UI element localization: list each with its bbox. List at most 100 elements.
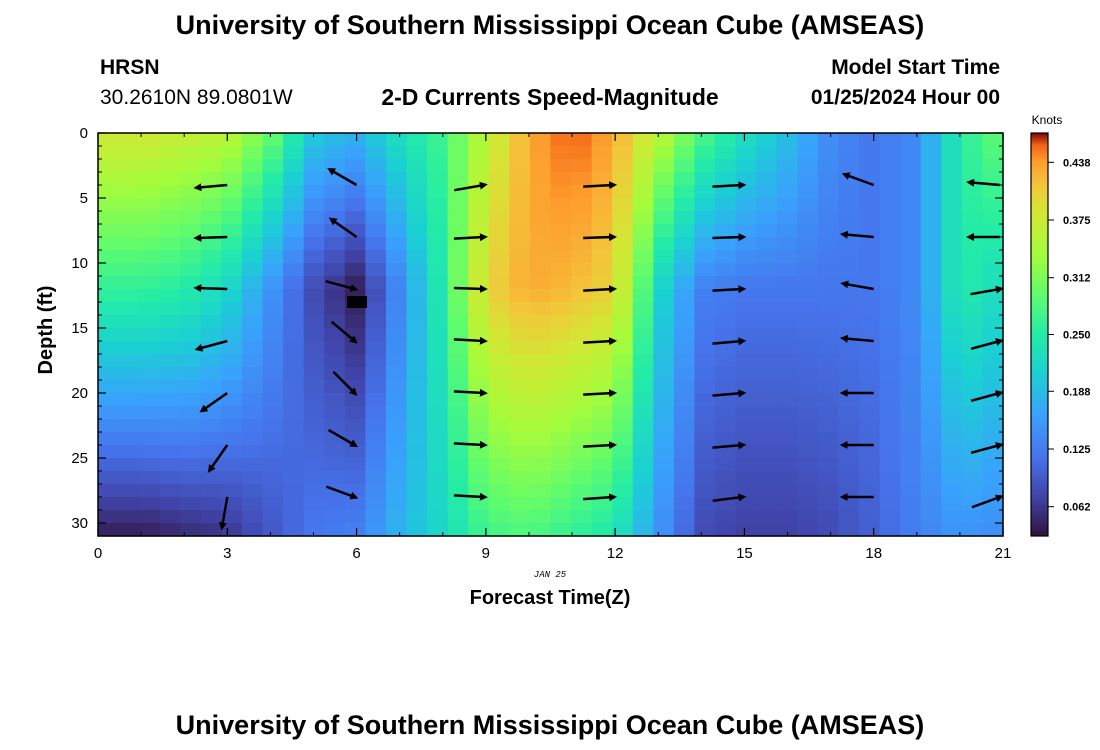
heatmap-cell — [283, 445, 305, 459]
heatmap-cell — [529, 315, 552, 329]
heatmap-cell — [468, 237, 490, 251]
heatmap-cell — [817, 250, 840, 264]
heatmap-cell — [200, 354, 223, 368]
heatmap-cell — [797, 224, 819, 238]
heatmap-cell — [879, 406, 901, 420]
heatmap-cell — [159, 380, 181, 394]
heatmap-cell — [756, 367, 778, 381]
heatmap-cell — [550, 484, 572, 498]
heatmap-cell — [385, 523, 408, 537]
heatmap-cell — [385, 445, 408, 459]
heatmap-cell — [488, 289, 510, 303]
current-vector-arrow — [583, 181, 618, 190]
heatmap-cell — [221, 419, 243, 433]
heatmap-cell — [324, 341, 346, 355]
heatmap-cell — [715, 172, 737, 186]
heatmap-cell — [385, 380, 408, 394]
heatmap-cell — [200, 523, 223, 537]
heatmap-cell — [673, 315, 696, 329]
heatmap-cell — [982, 458, 1004, 472]
heatmap-cell — [262, 211, 284, 225]
heatmap-cell — [653, 172, 675, 186]
heatmap-cell — [571, 497, 593, 511]
current-vector-arrow — [841, 172, 875, 187]
heatmap-cell — [961, 146, 984, 160]
heatmap-cell — [571, 432, 593, 446]
heatmap-cell — [838, 471, 860, 485]
x-tick-label: 18 — [865, 545, 882, 562]
heatmap-cell — [756, 432, 778, 446]
heatmap-cell — [859, 445, 881, 459]
heatmap-cell — [221, 133, 243, 147]
current-vector-arrow — [453, 284, 488, 293]
heatmap-cell — [838, 367, 860, 381]
heatmap-cell — [509, 315, 531, 329]
colorbar-tick-label: 0.438 — [1063, 157, 1091, 169]
heatmap-cell — [571, 471, 593, 485]
heatmap-cell — [303, 367, 325, 381]
heatmap-cell — [797, 445, 819, 459]
heatmap-cell — [159, 237, 181, 251]
heatmap-cell — [571, 419, 593, 433]
heatmap-cell — [468, 523, 490, 537]
heatmap-cell — [673, 497, 696, 511]
heatmap-cell — [817, 523, 840, 537]
heatmap-cell — [838, 354, 860, 368]
heatmap-cell — [900, 510, 922, 524]
current-vector-arrow — [970, 442, 1004, 455]
heatmap-cell — [200, 510, 223, 524]
heatmap-cell — [262, 458, 284, 472]
heatmap-cell — [365, 159, 387, 173]
heatmap-cell — [262, 419, 284, 433]
heatmap-cell — [776, 406, 798, 420]
heatmap-cell — [756, 185, 778, 199]
heatmap-cell — [571, 250, 593, 264]
heatmap-cell — [385, 354, 408, 368]
heatmap-cell — [180, 211, 202, 225]
heatmap-cell — [673, 237, 696, 251]
heatmap-cell — [776, 289, 798, 303]
heatmap-cell — [488, 315, 510, 329]
heatmap-cell — [159, 198, 181, 212]
heatmap-cell — [509, 419, 531, 433]
heatmap-cell — [200, 393, 223, 407]
heatmap-cell — [303, 432, 325, 446]
heatmap-cell — [283, 458, 305, 472]
heatmap-cell — [98, 250, 120, 264]
heatmap-cell — [406, 341, 428, 355]
heatmap-cell — [797, 341, 819, 355]
heatmap-cell — [241, 263, 264, 277]
heatmap-cell — [797, 328, 819, 342]
heatmap-cell — [776, 393, 798, 407]
heatmap-cell — [262, 471, 284, 485]
heatmap-cell — [797, 133, 819, 147]
heatmap-cell — [98, 510, 120, 524]
heatmap-cell — [591, 172, 613, 186]
heatmap-cell — [180, 380, 202, 394]
heatmap-cell — [920, 497, 942, 511]
heatmap-cell — [776, 445, 798, 459]
heatmap-cell — [283, 289, 305, 303]
heatmap-cell — [797, 380, 819, 394]
heatmap-cell — [982, 523, 1004, 537]
heatmap-cell — [817, 354, 840, 368]
heatmap-cell — [817, 471, 840, 485]
heatmap-cell — [406, 224, 428, 238]
heatmap-cell — [838, 133, 860, 147]
heatmap-cell — [900, 497, 922, 511]
heatmap-cell — [98, 159, 120, 173]
heatmap-cell — [488, 250, 510, 264]
heatmap-cell — [673, 341, 696, 355]
heatmap-cell — [303, 172, 325, 186]
heatmap-cell — [879, 237, 901, 251]
heatmap-cell — [98, 185, 120, 199]
heatmap-cell — [735, 523, 757, 537]
heatmap-cell — [139, 146, 161, 160]
heatmap-cell — [612, 289, 634, 303]
heatmap-cell — [180, 159, 202, 173]
heatmap-cell — [406, 523, 428, 537]
heatmap-cell — [427, 367, 449, 381]
heatmap-cell — [118, 172, 140, 186]
heatmap-cell — [900, 289, 922, 303]
heatmap-cell — [900, 406, 922, 420]
